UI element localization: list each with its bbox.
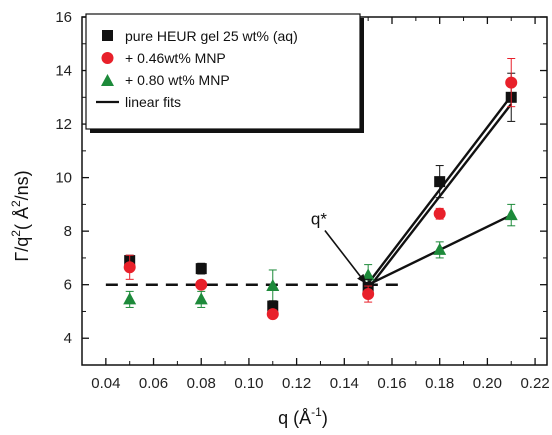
y-axis-title-unit: /ns) xyxy=(12,170,32,200)
triangle-marker xyxy=(266,279,280,292)
data-point-circle xyxy=(505,57,518,108)
y-axis-title: Γ/q2( Å2/ns) xyxy=(9,170,32,261)
y-axis-title-sup2: 2 xyxy=(9,200,23,207)
axes: 0.04 0.06 0.08 0.10 0.12 0.14 0.16 0.18 0.20 0.22… xyxy=(55,9,549,392)
y-tick-label: 4 xyxy=(64,330,72,347)
x-tick-label: 0.12 xyxy=(282,375,311,392)
circle-marker xyxy=(266,308,279,321)
circle-marker xyxy=(505,76,518,89)
data-point-triangle xyxy=(266,269,280,303)
legend: pure HEUR gel 25 wt% (aq) + 0.46wt% MNP … xyxy=(85,13,364,133)
x-axis-title-sup: -1 xyxy=(311,405,322,419)
x-axis-title-main: q (Å xyxy=(278,408,311,428)
x-tick-label: 0.20 xyxy=(473,375,502,392)
y-tick-label: 8 xyxy=(64,223,72,240)
legend-label-series-2: + 0.46wt% MNP xyxy=(125,50,226,66)
circle-marker xyxy=(123,261,136,274)
data-point-circle xyxy=(433,207,446,220)
y-tick-label: 14 xyxy=(55,63,72,80)
triangle-marker xyxy=(194,292,208,305)
annotation-layer: q* xyxy=(311,209,367,285)
square-marker xyxy=(267,300,279,312)
x-tick-label: 0.10 xyxy=(234,375,263,392)
x-tick-label: 0.04 xyxy=(91,375,120,392)
triangle-marker xyxy=(504,208,518,221)
square-marker xyxy=(434,176,446,188)
data-point-triangle xyxy=(123,290,137,308)
x-tick-label: 0.06 xyxy=(139,375,168,392)
legend-label-series-3: + 0.80 wt% MNP xyxy=(125,72,230,88)
circle-marker xyxy=(195,278,208,291)
data-point-triangle xyxy=(433,241,447,259)
data-point-circle xyxy=(123,254,136,280)
data-point-circle xyxy=(266,308,279,321)
y-tick-label: 12 xyxy=(55,116,72,133)
y-tick-label: 10 xyxy=(55,170,72,187)
data-point-circle xyxy=(195,278,208,291)
circle-marker xyxy=(362,288,375,301)
data-point-triangle xyxy=(504,203,518,227)
x-tick-label: 0.16 xyxy=(377,375,406,392)
y-axis-title-sup: 2 xyxy=(9,230,23,237)
legend-label-fits: linear fits xyxy=(125,94,181,110)
triangle-marker xyxy=(123,292,137,305)
annotation-arrow xyxy=(324,229,367,285)
triangle-marker xyxy=(433,242,447,255)
legend-circle-icon xyxy=(101,52,114,64)
x-axis-title: q (Å-1) xyxy=(278,405,328,428)
square-marker xyxy=(195,263,207,275)
x-tick-label: 0.18 xyxy=(425,375,454,392)
legend-label-series-1: pure HEUR gel 25 wt% (aq) xyxy=(125,28,298,44)
legend-square-icon xyxy=(102,30,113,41)
annotation-qstar: q* xyxy=(311,209,327,228)
data-point-triangle xyxy=(194,290,208,308)
data-point-square xyxy=(434,165,446,199)
circle-marker xyxy=(433,207,446,220)
data-points-layer xyxy=(123,57,518,321)
data-point-circle xyxy=(362,285,375,303)
x-tick-label: 0.22 xyxy=(520,375,549,392)
legend-box xyxy=(85,13,361,130)
x-tick-label: 0.08 xyxy=(187,375,216,392)
x-tick-label: 0.14 xyxy=(330,375,359,392)
y-tick-label: 16 xyxy=(55,9,72,26)
triangle-marker xyxy=(361,268,375,281)
y-tick-label: 6 xyxy=(64,277,72,294)
data-point-square xyxy=(195,262,207,275)
y-axis-title-rest: ( Å xyxy=(12,207,32,230)
x-axis-title-close: ) xyxy=(322,408,328,428)
legend-triangle-icon xyxy=(101,74,114,86)
y-axis-title-main: Γ/q xyxy=(12,237,32,262)
